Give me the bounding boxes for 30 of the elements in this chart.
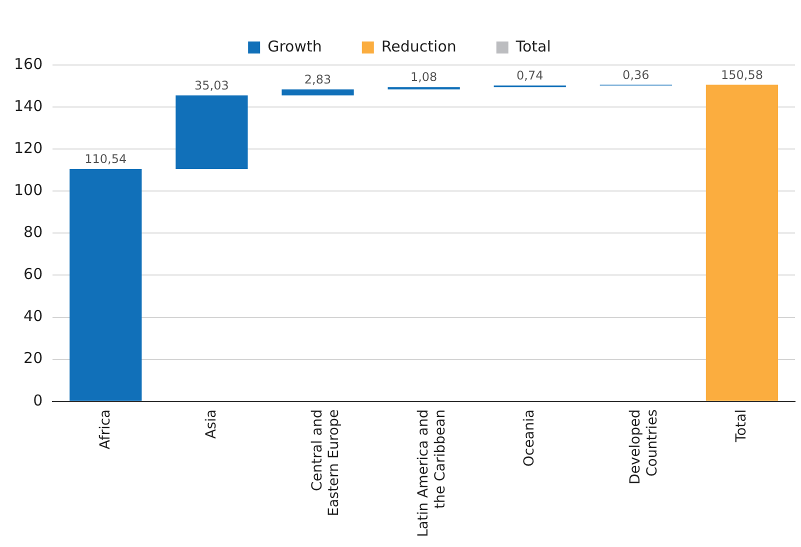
data-label: 0,74 [516, 68, 544, 83]
data-label: 2,83 [304, 72, 332, 87]
y-tick-label: 160 [14, 54, 43, 73]
data-label: 0,36 [622, 68, 650, 82]
y-tick-label: 80 [24, 223, 43, 242]
x-tick-label: Total [734, 409, 750, 444]
data-label: 110,54 [84, 152, 127, 166]
x-tick-label: Oceania [522, 409, 538, 467]
x-tick-label: Central and Eastern Europe [309, 409, 342, 516]
y-tick-label: 100 [14, 181, 43, 200]
y-tick-label: 40 [24, 307, 43, 326]
bar [706, 84, 778, 401]
x-tick-label: Developed Countries [628, 409, 660, 485]
legend-label: Total [514, 37, 551, 56]
bar [70, 168, 142, 401]
x-tick-label: Africa [97, 409, 114, 450]
legend-label: Reduction [381, 37, 456, 56]
x-tick-label: Latin America and the Caribbean [415, 409, 448, 538]
bar [282, 89, 354, 96]
bar [176, 95, 248, 169]
x-tick-label: Asia [203, 409, 220, 439]
data-label: 1,08 [410, 70, 438, 84]
data-label: 35,03 [194, 78, 229, 92]
y-tick-label: 0 [33, 391, 43, 410]
y-tick-label: 60 [24, 265, 43, 284]
y-tick-label: 140 [14, 96, 43, 115]
data-label: 150,58 [720, 68, 763, 82]
legend-label: Growth [268, 37, 322, 56]
y-tick-label: 120 [14, 138, 43, 157]
y-tick-label: 20 [24, 349, 43, 368]
